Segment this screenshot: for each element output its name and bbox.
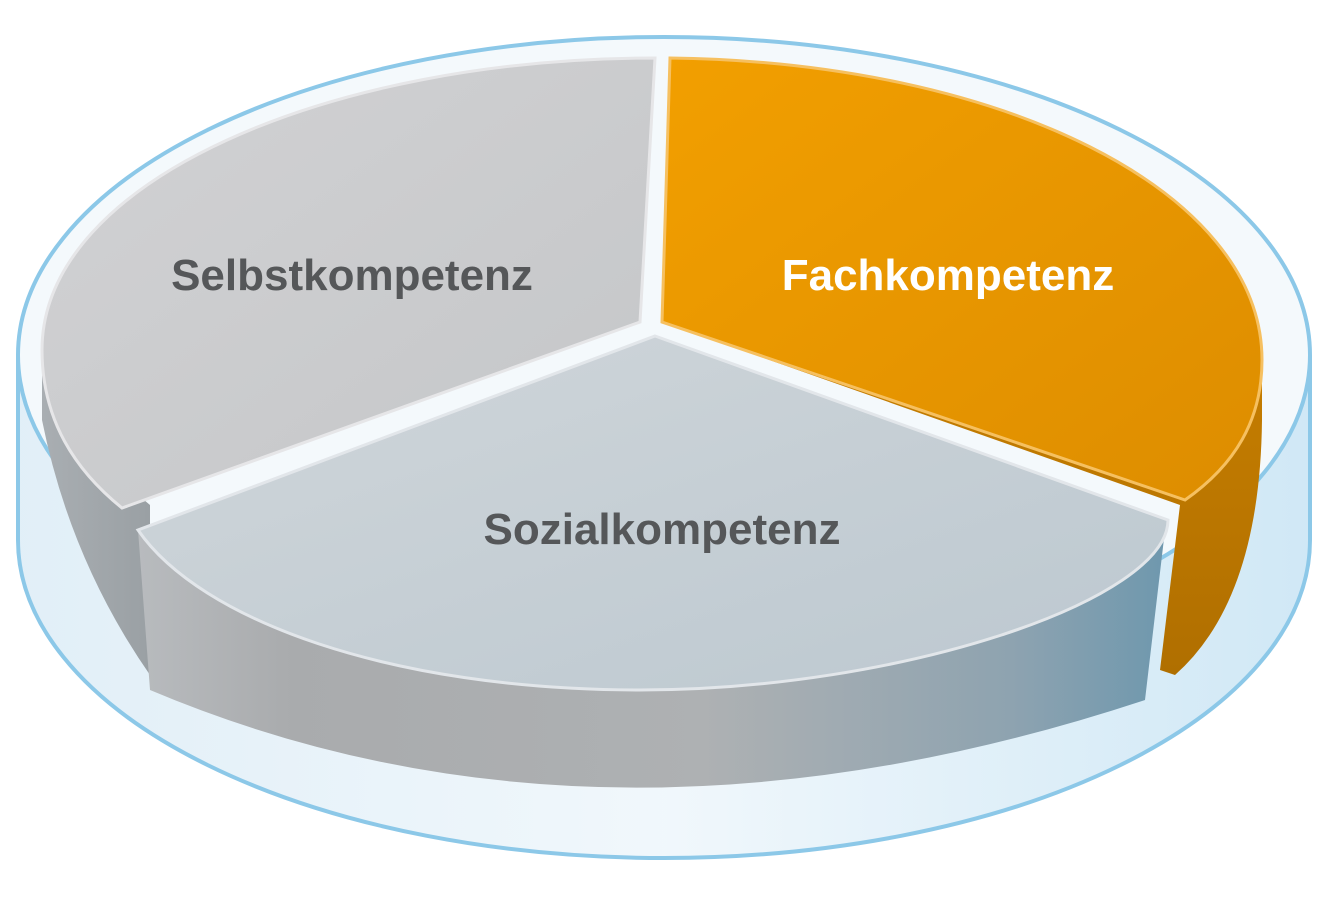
segment-selbstkompetenz-top	[40, 56, 657, 510]
segment-fachkompetenz-top	[660, 56, 1264, 502]
label-selbstkompetenz: Selbstkompetenz	[171, 251, 533, 300]
label-fachkompetenz: Fachkompetenz	[782, 251, 1115, 300]
segment-fachkompetenz-side	[662, 322, 1262, 675]
container-bottom-edge	[16, 539, 1312, 860]
segment-sozialkompetenz-top	[135, 334, 1170, 692]
label-sozialkompetenz: Sozialkompetenz	[484, 505, 841, 554]
